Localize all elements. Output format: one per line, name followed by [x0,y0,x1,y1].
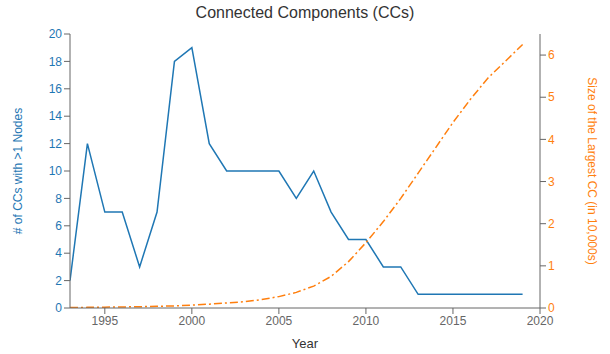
svg-text:10: 10 [49,164,63,178]
svg-text:1995: 1995 [91,314,118,328]
svg-text:Size of the Largest CC (in 10,: Size of the Largest CC (in 10,000s) [585,77,599,264]
svg-text:0: 0 [548,301,555,315]
svg-text:3: 3 [548,175,555,189]
svg-text:1: 1 [548,259,555,273]
svg-text:12: 12 [49,137,63,151]
svg-text:18: 18 [49,55,63,69]
svg-text:2010: 2010 [353,314,380,328]
svg-text:20: 20 [49,27,63,41]
svg-text:0: 0 [55,301,62,315]
svg-text:16: 16 [49,82,63,96]
svg-text:2000: 2000 [179,314,206,328]
svg-text:6: 6 [55,219,62,233]
svg-text:2: 2 [548,217,555,231]
svg-text:2020: 2020 [527,314,554,328]
html-text:Connected Components (CCs): Connected Components (CCs) [195,4,415,21]
svg-text:# of CCs with >1 Nodes: # of CCs with >1 Nodes [11,108,25,234]
svg-text:2: 2 [55,274,62,288]
svg-text:2005: 2005 [266,314,293,328]
svg-text:8: 8 [55,192,62,206]
svg-text:Year: Year [292,336,319,351]
svg-text:14: 14 [49,109,63,123]
svg-text:4: 4 [55,246,62,260]
svg-text:4: 4 [548,133,555,147]
svg-text:6: 6 [548,48,555,62]
svg-text:2015: 2015 [440,314,467,328]
svg-text:5: 5 [548,90,555,104]
